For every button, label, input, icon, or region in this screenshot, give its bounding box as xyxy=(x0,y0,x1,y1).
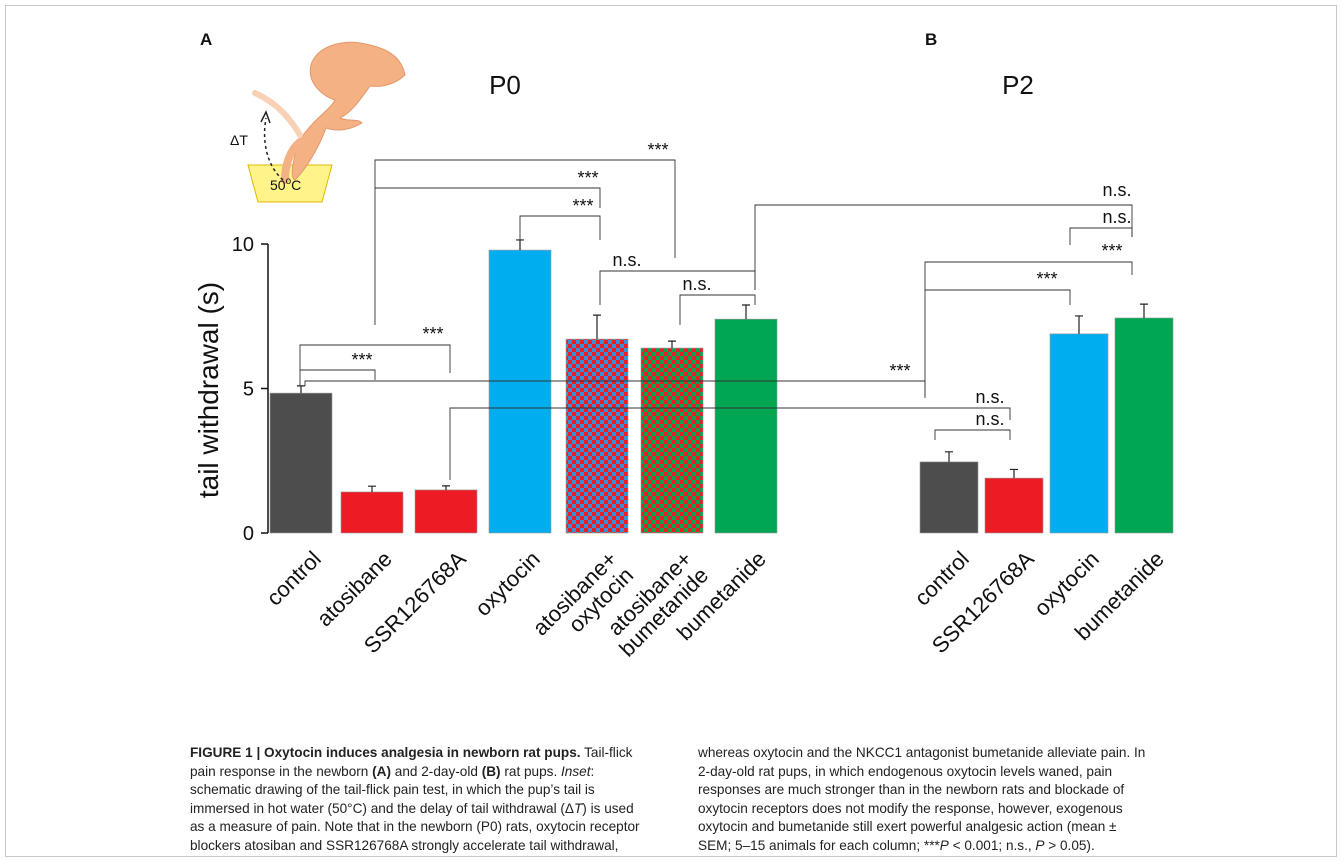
significance-label: *** xyxy=(889,361,910,381)
significance-label: *** xyxy=(1036,269,1057,289)
significance-label: n.s. xyxy=(975,409,1004,429)
significance-label: n.s. xyxy=(682,274,711,294)
inset: ΔT 50oC xyxy=(230,42,405,202)
significance-bracket xyxy=(600,271,755,305)
bar xyxy=(985,478,1043,533)
error-bar xyxy=(442,486,450,490)
bar xyxy=(920,462,978,533)
rat-pup xyxy=(292,42,405,180)
significance-label: n.s. xyxy=(612,250,641,270)
significance-bracket xyxy=(520,216,600,240)
x-tick-label: control xyxy=(909,546,973,610)
inset-temperature: 50 xyxy=(270,177,286,193)
bar xyxy=(489,250,551,533)
error-bar xyxy=(668,341,676,348)
significance-label: *** xyxy=(351,350,372,370)
bar xyxy=(415,490,477,533)
caption-text: (A) xyxy=(372,764,391,779)
bar xyxy=(341,492,403,533)
panel-title: P0 xyxy=(489,70,521,100)
bar xyxy=(1115,318,1173,533)
caption-text: < 0.001; n.s., xyxy=(949,838,1036,853)
significance-bracket xyxy=(375,188,600,208)
error-bar xyxy=(297,386,305,393)
error-bar xyxy=(1075,316,1083,334)
significance-label: n.s. xyxy=(975,387,1004,407)
significance-bracket xyxy=(925,290,1070,305)
caption: FIGURE 1 | Oxytocin induces analgesia in… xyxy=(190,744,1150,856)
error-bar xyxy=(593,315,601,339)
bar xyxy=(566,339,628,533)
panel-label: B xyxy=(925,30,937,49)
error-bar xyxy=(1010,469,1018,478)
significance-label: *** xyxy=(577,168,598,188)
significance-label: *** xyxy=(572,196,593,216)
page: {"chart_data": [ {"type": "bar", "panel"… xyxy=(0,0,1342,862)
error-bar xyxy=(516,240,524,250)
caption-text: rat pups. xyxy=(501,764,561,779)
significance-label: *** xyxy=(1101,241,1122,261)
x-tick-label: oxytocin xyxy=(470,546,545,621)
panel-title: P2 xyxy=(1002,70,1034,100)
caption-text: and 2-day-old xyxy=(391,764,482,779)
significance-label: *** xyxy=(647,140,668,160)
caption-text: ) is used as a measure of pain. Note tha… xyxy=(190,745,1145,853)
y-tick-label: 10 xyxy=(232,234,254,256)
caption-text: P xyxy=(940,838,949,853)
chart: A B P0 P2 tail withdrawal (s) ΔT 50oC 0 5… xyxy=(0,0,1342,740)
x-tick-label: control xyxy=(261,546,325,610)
arrow-head xyxy=(261,112,270,123)
bar xyxy=(1050,334,1108,533)
y-axis-label: tail withdrawal (s) xyxy=(193,282,224,498)
significance-bracket xyxy=(300,370,375,380)
y-tick-label: 5 xyxy=(243,379,254,401)
error-bar xyxy=(368,486,376,492)
error-bar xyxy=(742,305,750,319)
caption-title: FIGURE 1 | Oxytocin induces analgesia in… xyxy=(190,745,581,760)
bar xyxy=(270,393,332,533)
y-tick-label: 0 xyxy=(243,523,254,545)
significance-label: *** xyxy=(422,324,443,344)
inset-label: ΔT xyxy=(230,132,248,148)
caption-text: (B) xyxy=(482,764,501,779)
panel-label: A xyxy=(200,30,212,49)
bar xyxy=(715,319,777,533)
error-bar xyxy=(1140,304,1148,318)
caption-text: Inset xyxy=(561,764,590,779)
caption-text: > 0.05). xyxy=(1044,838,1094,853)
bar xyxy=(641,348,703,533)
significance-label: n.s. xyxy=(1102,207,1131,227)
significance-bracket xyxy=(935,430,1010,440)
tail-raised xyxy=(255,93,300,135)
significance-bracket xyxy=(755,205,1132,290)
error-bar xyxy=(945,452,953,462)
inset-unit: C xyxy=(291,177,301,193)
significance-label: n.s. xyxy=(1102,180,1131,200)
